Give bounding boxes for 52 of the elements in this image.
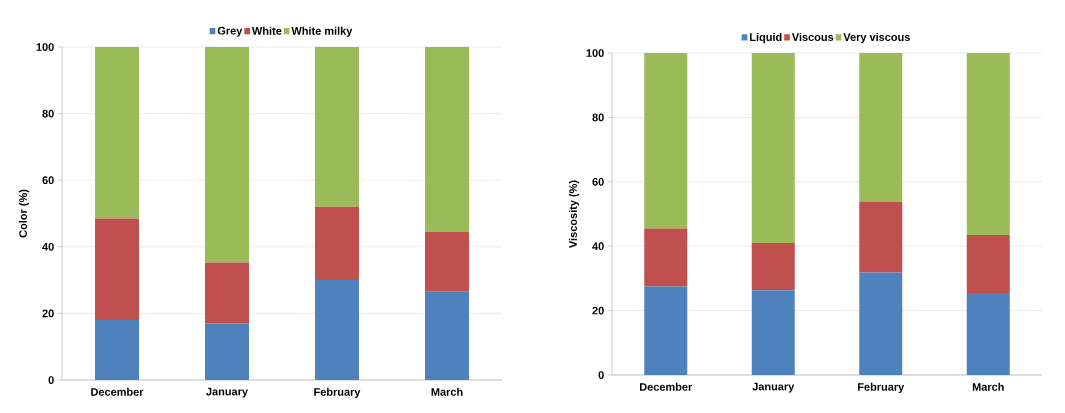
bar xyxy=(859,202,903,273)
bar xyxy=(859,272,903,375)
x-tick-label: January xyxy=(206,387,248,398)
bar xyxy=(425,291,469,380)
bar xyxy=(966,53,1010,235)
bar xyxy=(205,262,249,324)
x-tick-label: December xyxy=(91,387,144,396)
bar xyxy=(95,47,139,219)
x-tick-label: February xyxy=(858,382,905,393)
bar xyxy=(644,53,688,229)
y-tick-label: 100 xyxy=(586,49,604,57)
bar xyxy=(425,47,469,232)
bar xyxy=(425,231,469,292)
legend-label: Liquid xyxy=(750,32,782,44)
x-tick-label: December xyxy=(639,382,693,391)
legend-label: White xyxy=(251,26,282,35)
legend-label: Grey xyxy=(217,26,243,37)
y-tick-label: 80 xyxy=(592,113,604,122)
y-tick-label: 0 xyxy=(48,376,54,384)
bar xyxy=(95,320,139,380)
bar xyxy=(644,228,688,287)
x-tick-label: February xyxy=(314,387,361,398)
bar xyxy=(751,242,795,291)
bar xyxy=(205,323,249,380)
y-tick-label: 60 xyxy=(42,176,54,185)
x-tick-label: January xyxy=(752,382,795,393)
y-tick-label: 0 xyxy=(598,371,604,379)
bar xyxy=(315,206,359,281)
bar xyxy=(644,286,688,375)
bar xyxy=(315,47,359,207)
legend-label: White milky xyxy=(291,26,353,37)
bar xyxy=(95,218,139,321)
x-tick-label: March xyxy=(431,387,463,396)
y-tick-label: 100 xyxy=(36,43,54,51)
y-axis-title: Viscosity (%) xyxy=(568,180,580,248)
bar xyxy=(966,234,1010,293)
y-tick-label: 40 xyxy=(592,242,604,251)
x-tick-label: March xyxy=(972,382,1004,391)
legend-label: Viscous xyxy=(791,32,834,41)
y-axis-title: Color (%) xyxy=(18,189,30,238)
bar xyxy=(205,47,249,263)
y-tick-label: 80 xyxy=(42,109,54,118)
bar xyxy=(751,53,795,243)
y-tick-label: 20 xyxy=(42,309,54,318)
bar xyxy=(859,53,903,203)
y-tick-label: 20 xyxy=(592,306,604,315)
legend-label: Very viscous xyxy=(843,32,910,44)
y-tick-label: 40 xyxy=(42,242,54,251)
bar xyxy=(315,280,359,380)
bar xyxy=(966,292,1010,375)
y-tick-label: 60 xyxy=(592,177,604,186)
bar xyxy=(751,290,795,375)
